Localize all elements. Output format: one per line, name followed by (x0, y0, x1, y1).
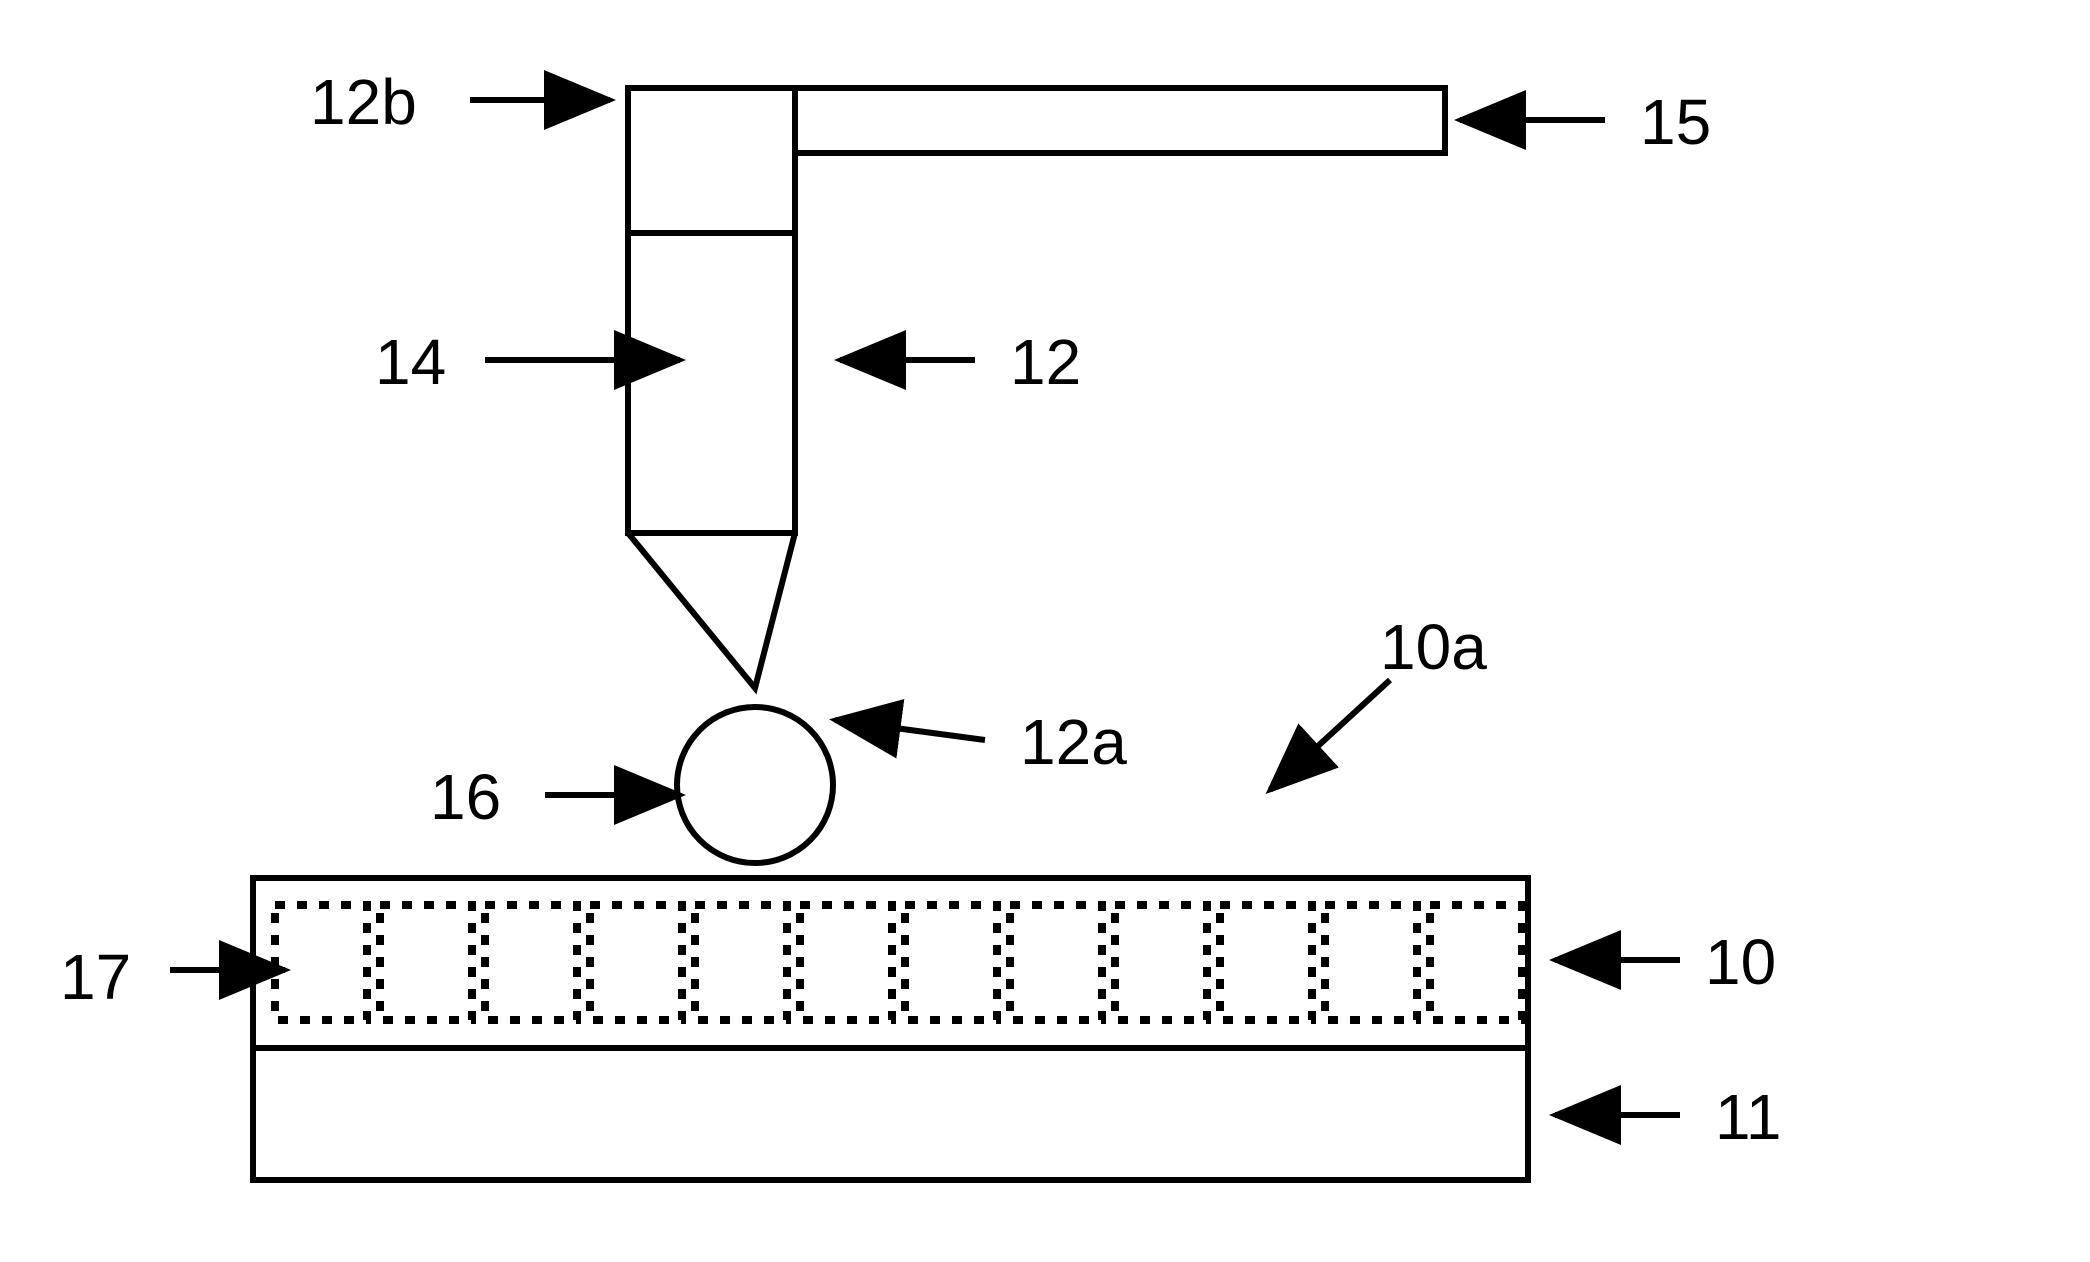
label-12b: 12b (310, 65, 417, 139)
label-12a: 12a (1020, 705, 1127, 779)
label-15: 15 (1640, 85, 1711, 159)
label-10a: 10a (1380, 610, 1487, 684)
label-16: 16 (430, 760, 501, 834)
diagram-svg (0, 0, 2090, 1262)
label-17: 17 (60, 940, 131, 1014)
label-12: 12 (1010, 325, 1081, 399)
label-10: 10 (1705, 925, 1776, 999)
label-11: 11 (1715, 1080, 1781, 1154)
label-14: 14 (375, 325, 446, 399)
